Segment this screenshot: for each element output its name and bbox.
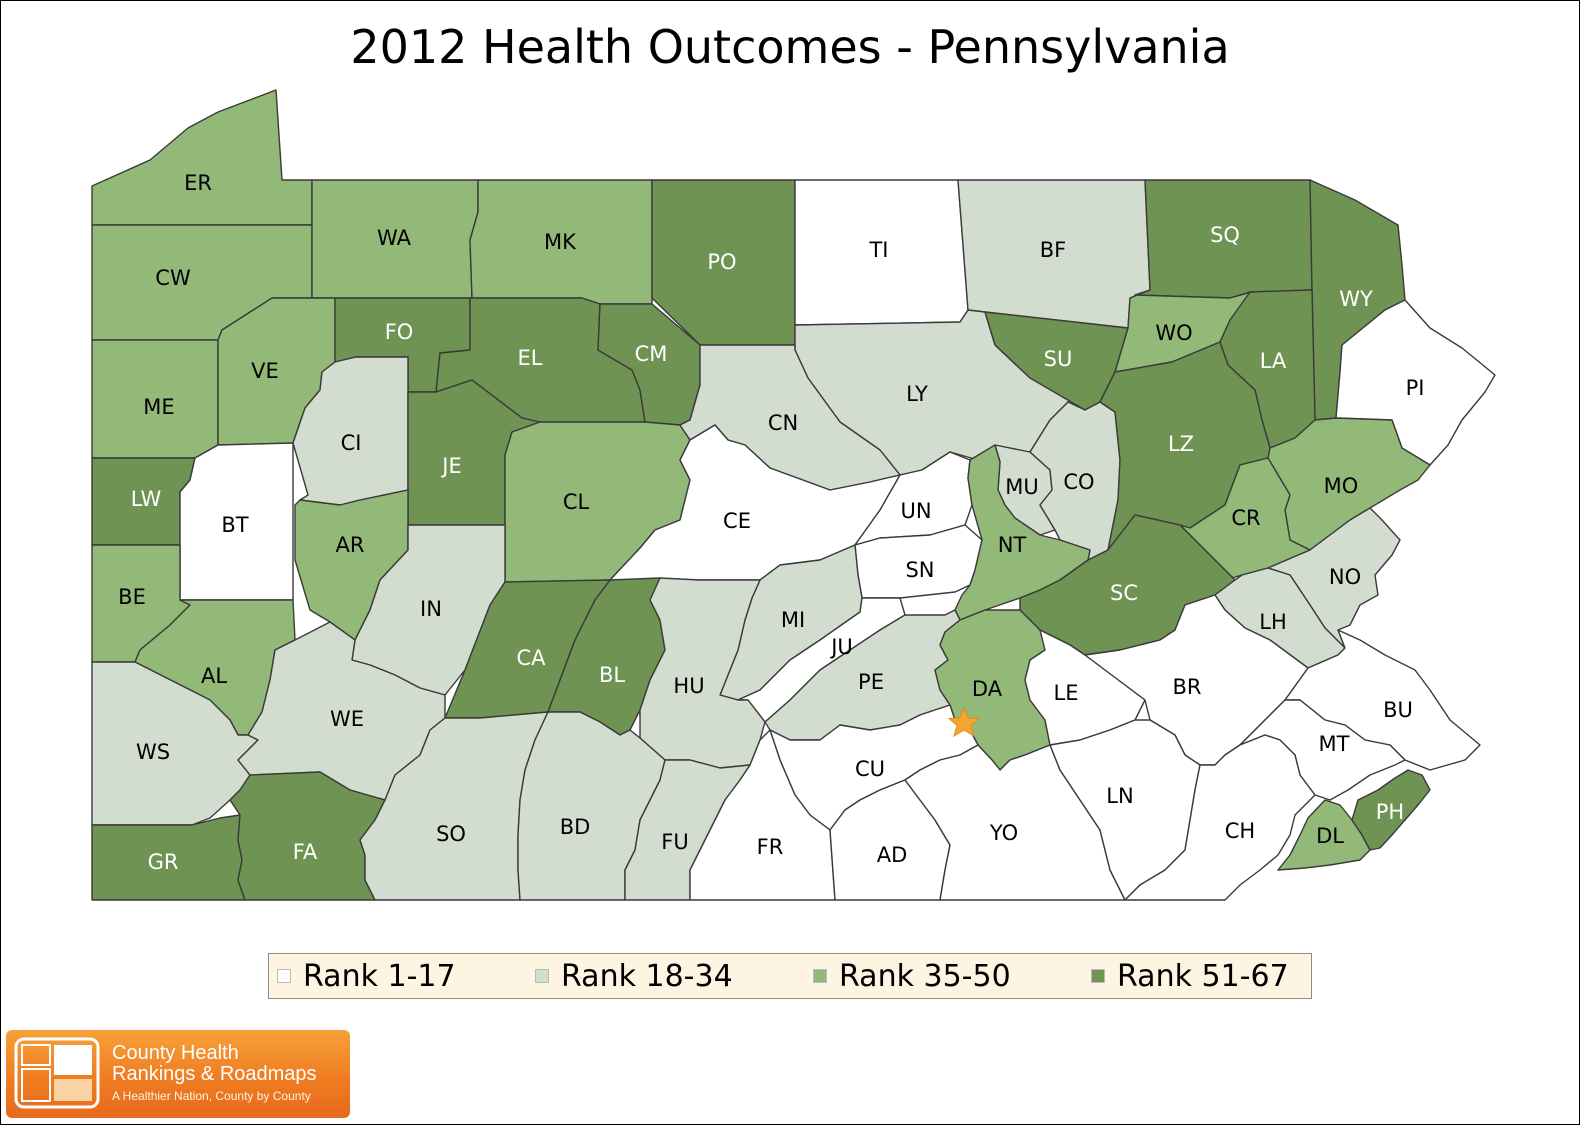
map-title: 2012 Health Outcomes - Pennsylvania [350,20,1230,74]
county-label-ws: WS [136,740,170,764]
legend-item-rank-18-34: Rank 18-34 [535,959,813,994]
county-label-ly: LY [906,382,928,406]
county-ch [1124,734,1316,901]
county-label-sc: SC [1110,581,1138,605]
county-label-ln: LN [1106,784,1133,808]
county-label-lh: LH [1259,610,1287,634]
county-label-ad: AD [877,843,908,867]
legend-swatch [277,969,291,983]
county-label-fr: FR [757,835,784,859]
county-label-hu: HU [673,674,704,698]
county-label-bt: BT [221,513,248,537]
county-label-al: AL [201,664,227,688]
county-label-po: PO [707,250,736,274]
county-health-rankings-logo: County Health Rankings & Roadmaps A Heal… [6,1030,350,1118]
county-label-un: UN [900,499,931,523]
logo-tagline: A Healthier Nation, County by County [112,1089,311,1103]
county-label-fu: FU [661,830,688,854]
county-label-dl: DL [1316,824,1344,848]
county-label-cw: CW [155,266,191,290]
county-label-mt: MT [1319,732,1350,756]
county-ph [1351,769,1431,851]
legend-label: Rank 35-50 [839,958,1011,994]
county-label-mk: MK [544,230,577,254]
county-label-ar: AR [336,533,365,557]
county-label-cl: CL [563,490,590,514]
county-label-sq: SQ [1210,223,1240,247]
county-label-su: SU [1044,347,1073,371]
legend-item-rank-51-67: Rank 51-67 [1091,959,1301,994]
county-label-ph: PH [1376,800,1404,824]
county-label-yo: YO [989,821,1018,845]
county-label-so: SO [436,822,466,846]
county-label-lz: LZ [1168,432,1194,456]
county-label-ve: VE [251,359,279,383]
county-label-ti: TI [868,238,888,262]
county-label-bd: BD [560,815,591,839]
county-label-wa: WA [377,226,412,250]
county-label-we: WE [330,707,364,731]
county-label-bf: BF [1040,238,1067,262]
logo-title-line1: County Health [112,1042,239,1064]
county-label-lw: LW [131,487,162,511]
county-un [854,451,973,546]
county-label-ci: CI [341,431,362,455]
county-label-ca: CA [516,646,546,670]
county-label-bu: BU [1383,698,1413,722]
legend-swatch [1091,969,1105,983]
county-label-cr: CR [1231,506,1260,530]
county-label-in: IN [420,597,442,621]
county-label-me: ME [143,395,174,419]
county-label-el: EL [518,346,543,370]
county-label-ch: CH [1225,819,1255,843]
county-label-co: CO [1063,470,1094,494]
county-label-cu: CU [855,757,885,781]
county-label-gr: GR [148,850,179,874]
legend-item-rank-1-17: Rank 1-17 [277,959,535,994]
capital-star-icon [947,706,981,738]
county-label-fa: FA [293,840,318,864]
county-label-mo: MO [1324,474,1359,498]
county-label-da: DA [972,677,1003,701]
logo-mark-icon [14,1037,100,1109]
county-label-no: NO [1329,565,1361,589]
county-label-bl: BL [599,663,625,687]
county-label-ce: CE [723,509,751,533]
legend: Rank 1-17 Rank 18-34 Rank 35-50 Rank 51-… [268,953,1312,999]
county-label-pe: PE [858,670,884,694]
county-label-br: BR [1173,675,1202,699]
county-label-je: JE [440,454,461,478]
county-label-nt: NT [998,533,1027,557]
county-label-wo: WO [1155,321,1192,345]
county-label-fo: FO [385,320,414,344]
county-label-cn: CN [768,411,798,435]
county-label-mi: MI [781,608,805,632]
legend-label: Rank 1-17 [303,958,456,994]
legend-label: Rank 51-67 [1117,958,1289,994]
logo-title-line2: Rankings & Roadmaps [112,1063,317,1085]
county-label-cm: CM [635,342,668,366]
legend-swatch [535,969,549,983]
county-label-la: LA [1260,349,1287,373]
county-label-wy: WY [1339,287,1373,311]
county-label-er: ER [184,171,212,195]
county-er [91,89,313,226]
legend-label: Rank 18-34 [561,958,733,994]
county-label-ju: JU [829,635,853,659]
county-fr [689,729,836,901]
county-label-mu: MU [1005,475,1039,499]
legend-item-rank-35-50: Rank 35-50 [813,959,1091,994]
county-label-pi: PI [1406,376,1425,400]
county-label-le: LE [1054,681,1079,705]
legend-swatch [813,969,827,983]
county-label-be: BE [118,585,146,609]
county-label-sn: SN [905,558,934,582]
